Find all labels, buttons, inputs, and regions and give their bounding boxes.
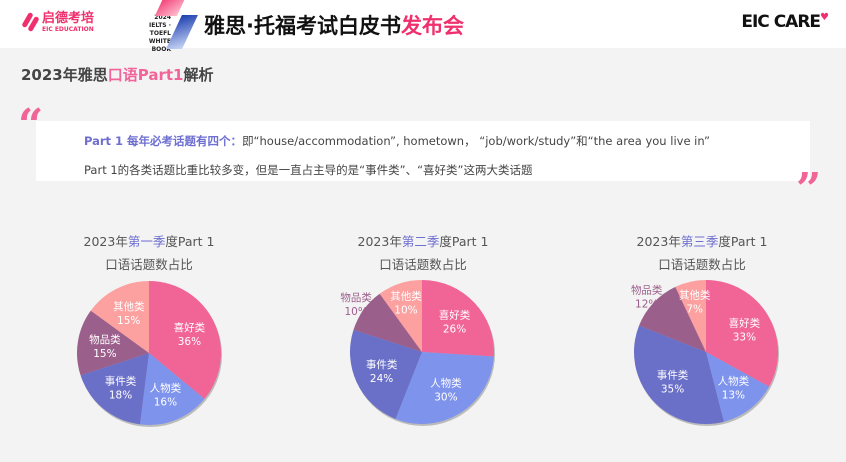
pie-slice-人物类 xyxy=(395,352,494,424)
pie-slice-物品类 xyxy=(353,293,422,352)
pie-slice-其他类 xyxy=(379,280,422,352)
close-quote-icon: ” xyxy=(796,164,822,215)
quote-line-2: Part 1的各类话题比重比较多变，但是一直占主导的是“事件类”、“喜好类”这两… xyxy=(84,163,533,177)
header: 启德考培 EIC EDUCATION 2024 IELTS · TOEFL WH… xyxy=(0,0,846,53)
slice-value-label: 15% xyxy=(117,315,140,327)
pie-slice-喜好类 xyxy=(422,280,494,357)
title-main: 雅思·托福考试白皮书 xyxy=(204,14,401,38)
title-prefix: 2023年 xyxy=(357,234,402,249)
open-quote-icon: “ xyxy=(18,100,44,151)
slice-value-label: 24% xyxy=(370,373,393,385)
section-title: 2023年雅思口语Part1解析 xyxy=(21,64,213,85)
quote-line-1: Part 1 每年必考话题有四个：即“house/accommodation”,… xyxy=(84,133,710,149)
title-line2: 口语话题数占比 xyxy=(105,257,193,272)
brand-en: EIC EDUCATION xyxy=(42,25,94,33)
slice-label: 其他类 xyxy=(390,290,422,303)
slice-value-label: 33% xyxy=(733,331,756,343)
slice-value-label: 16% xyxy=(154,397,177,409)
section-title-suffix: 解析 xyxy=(183,66,214,84)
heart-icon: ♥ xyxy=(820,12,829,23)
whitebook-line2: WHITE BOOK xyxy=(148,38,171,53)
slice-label: 其他类 xyxy=(113,300,145,313)
quote-lead: Part 1 每年必考话题有四个： xyxy=(84,134,243,148)
slice-value-label: 15% xyxy=(93,348,116,360)
pie-slice-事件类 xyxy=(80,353,149,425)
eic-care-logo: EIC CARE♥ xyxy=(741,12,829,32)
pie-slice-其他类 xyxy=(90,281,149,353)
slice-label: 物品类 xyxy=(631,283,663,296)
pie-slice-喜好类 xyxy=(706,280,778,387)
slice-label: 人物类 xyxy=(150,382,182,395)
slice-value-label: 12% xyxy=(635,298,658,310)
slice-value-label: 18% xyxy=(109,389,132,401)
slice-value-label: 10% xyxy=(394,305,417,317)
slice-label: 物品类 xyxy=(89,333,121,346)
whitebook-line1: 2024 IELTS · TOEFL xyxy=(149,14,171,37)
slice-value-label: 10% xyxy=(345,306,368,318)
quote-box xyxy=(36,121,810,181)
slice-label: 物品类 xyxy=(340,291,372,304)
pie-title-q2: 2023年第二季度Part 1 口语话题数占比 xyxy=(323,230,523,276)
pie-slice-人物类 xyxy=(139,353,205,425)
pie-slice-喜好类 xyxy=(149,281,221,399)
title-line2: 口语话题数占比 xyxy=(379,257,467,272)
title-accent: 第三季 xyxy=(680,234,719,249)
slice-value-label: 26% xyxy=(443,323,466,335)
title-line2: 口语话题数占比 xyxy=(658,257,746,272)
pie-slice-事件类 xyxy=(634,325,724,425)
quote-line1-rest: 即“house/accommodation”, hometown， “job/w… xyxy=(242,134,710,148)
slice-label: 事件类 xyxy=(366,358,398,371)
section-title-accent: 口语Part1 xyxy=(107,66,184,84)
slice-label: 事件类 xyxy=(105,374,137,387)
whitebook-label: 2024 IELTS · TOEFL WHITE BOOK xyxy=(135,14,171,54)
eic-education-logo: 启德考培 EIC EDUCATION xyxy=(21,10,95,34)
pie-slice-人物类 xyxy=(706,352,770,422)
pie-title-q1: 2023年第一季度Part 1 口语话题数占比 xyxy=(49,230,249,276)
title-accent: 第一季 xyxy=(127,234,166,249)
pie-slice-其他类 xyxy=(675,280,706,352)
slice-value-label: 7% xyxy=(686,303,703,315)
title-suffix: 度Part 1 xyxy=(718,234,768,249)
slice-label: 其他类 xyxy=(679,288,711,301)
pie-title-q3: 2023年第三季度Part 1 口语话题数占比 xyxy=(602,230,802,276)
title-prefix: 2023年 xyxy=(636,234,681,249)
slice-label: 事件类 xyxy=(657,369,689,382)
slice-value-label: 36% xyxy=(178,336,201,348)
title-accent: 第二季 xyxy=(401,234,440,249)
pie-slice-事件类 xyxy=(349,329,422,419)
slice-label: 喜好类 xyxy=(174,321,206,334)
title-suffix: 度Part 1 xyxy=(165,234,215,249)
slice-label: 人物类 xyxy=(718,374,750,387)
brand-cn: 启德考培 xyxy=(42,10,95,26)
slice-value-label: 35% xyxy=(661,384,684,396)
slice-value-label: 13% xyxy=(722,389,745,401)
pie-slice-物品类 xyxy=(77,310,149,376)
slice-label: 喜好类 xyxy=(439,308,471,321)
title-prefix: 2023年 xyxy=(83,234,128,249)
eic-care-text: EIC CARE xyxy=(741,12,821,32)
event-title: 雅思·托福考试白皮书发布会 xyxy=(204,10,464,40)
slice-label: 人物类 xyxy=(430,377,462,390)
section-title-prefix: 2023年雅思 xyxy=(21,66,108,84)
slice-label: 喜好类 xyxy=(729,316,761,329)
pie-slice-物品类 xyxy=(639,286,706,352)
title-accent: 发布会 xyxy=(400,14,464,38)
slice-value-label: 30% xyxy=(434,392,457,404)
title-suffix: 度Part 1 xyxy=(439,234,489,249)
